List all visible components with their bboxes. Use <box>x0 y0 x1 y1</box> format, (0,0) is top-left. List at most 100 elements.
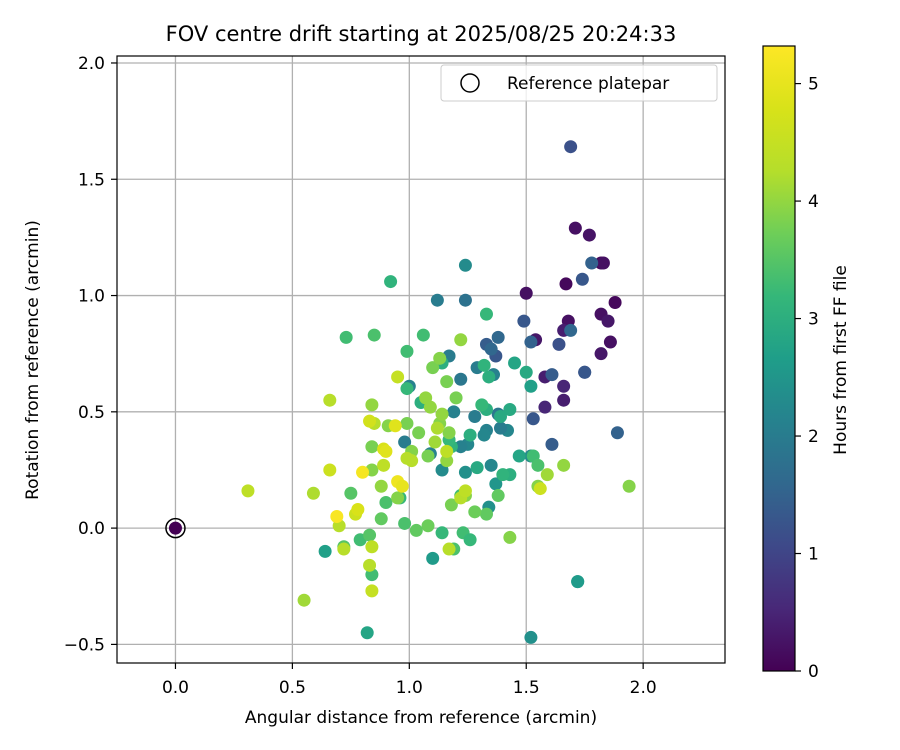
scatter-point <box>601 314 615 328</box>
scatter-point <box>435 526 449 540</box>
scatter-point <box>503 403 517 417</box>
scatter-point <box>400 344 414 358</box>
scatter-point <box>477 428 491 442</box>
plot-frame <box>116 55 726 664</box>
scatter-point <box>400 416 414 430</box>
scatter-point <box>447 405 461 419</box>
scatter-point <box>484 342 498 356</box>
scatter-point <box>458 293 472 307</box>
scatter-point <box>363 414 377 428</box>
reference-marker-layer <box>165 517 186 539</box>
scatter-point <box>395 479 409 493</box>
scatter-point <box>475 398 489 412</box>
scatter-point <box>458 484 472 498</box>
scatter-point <box>379 496 393 510</box>
scatter-point <box>571 575 585 589</box>
colorbar-tick-label: 2 <box>808 427 819 447</box>
scatter-point <box>496 468 510 482</box>
y-axis-label: Rotation from reference (arcmin) <box>23 220 43 500</box>
scatter-point <box>377 458 391 472</box>
scatter-point <box>426 551 440 565</box>
scatter-point <box>428 435 442 449</box>
scatter-point <box>524 630 538 644</box>
scatter-point <box>365 440 379 454</box>
scatter-point <box>596 256 610 270</box>
x-axis-label: Angular distance from reference (arcmin) <box>245 708 597 728</box>
x-axis-ticks: 0.0 0.5 1.0 1.5 2.0 <box>162 663 657 698</box>
scatter-point <box>306 486 320 500</box>
scatter-point <box>400 382 414 396</box>
scatter-point <box>363 528 377 542</box>
scatter-point <box>494 409 508 423</box>
scatter-point <box>519 365 533 379</box>
scatter-point <box>575 272 589 286</box>
colorbar-gradient <box>763 46 795 671</box>
scatter-point <box>454 372 468 386</box>
colorbar-tick-label: 5 <box>808 75 819 95</box>
colorbar-frame <box>762 45 796 672</box>
scatter-point <box>622 479 636 493</box>
scatter-point <box>545 437 559 451</box>
x-tick-label: 2.0 <box>630 678 657 698</box>
scatter-point <box>477 358 491 372</box>
scatter-point <box>557 379 571 393</box>
scatter-point <box>442 426 456 440</box>
scatter-point <box>585 256 599 270</box>
scatter-point <box>416 328 430 342</box>
colorbar: 0 1 2 3 4 5 Hours from first FF file <box>762 45 851 682</box>
y-tick-label: 2.0 <box>78 54 105 74</box>
scatter-point <box>344 486 358 500</box>
scatter-point <box>463 533 477 547</box>
scatter-point <box>442 542 456 556</box>
y-tick-label: 0.5 <box>78 403 105 423</box>
scatter-point <box>526 412 540 426</box>
scatter-point <box>337 542 351 556</box>
scatter-point <box>531 458 545 472</box>
scatter-point <box>379 444 393 458</box>
scatter-point <box>594 347 608 361</box>
scatter-point <box>557 393 571 407</box>
scatter-point <box>608 296 622 310</box>
scatter-point <box>482 370 496 384</box>
scatter-point <box>360 626 374 640</box>
scatter-point <box>538 400 552 414</box>
scatter-point <box>365 584 379 598</box>
x-tick-label: 1.0 <box>396 678 423 698</box>
y-axis-ticks: −0.5 0.0 0.5 1.0 1.5 2.0 <box>64 54 117 655</box>
scatter-points <box>241 140 636 644</box>
x-tick-label: 1.5 <box>513 678 540 698</box>
scatter-point <box>365 398 379 412</box>
scatter-point <box>323 393 337 407</box>
colorbar-tick-label: 0 <box>808 662 819 682</box>
scatter-point <box>545 368 559 382</box>
scatter-point <box>603 335 617 349</box>
y-tick-label: 1.0 <box>78 287 105 307</box>
scatter-point <box>374 512 388 526</box>
y-tick-label: −0.5 <box>64 635 105 655</box>
legend-entry-reference-platepar: Reference platepar <box>507 74 669 94</box>
scatter-point <box>384 275 398 289</box>
x-tick-label: 0.0 <box>162 678 189 698</box>
scatter-point <box>356 465 370 479</box>
chart-title: FOV centre drift starting at 2025/08/25 … <box>166 22 677 46</box>
scatter-point <box>458 465 472 479</box>
x-tick-label: 0.5 <box>279 678 306 698</box>
scatter-point <box>440 375 454 389</box>
scatter-point <box>519 286 533 300</box>
scatter-point <box>391 491 405 505</box>
scatter-point <box>374 479 388 493</box>
scatter-point <box>444 498 458 512</box>
scatter-point <box>489 477 503 491</box>
scatter-point <box>491 489 505 503</box>
scatter-point <box>564 323 578 337</box>
scatter-point <box>430 293 444 307</box>
scatter-point <box>552 337 566 351</box>
scatter-point <box>423 400 437 414</box>
scatter-point <box>426 361 440 375</box>
scatter-point <box>449 391 463 405</box>
scatter-point <box>484 458 498 472</box>
scatter-point <box>524 379 538 393</box>
scatter-point <box>435 407 449 421</box>
